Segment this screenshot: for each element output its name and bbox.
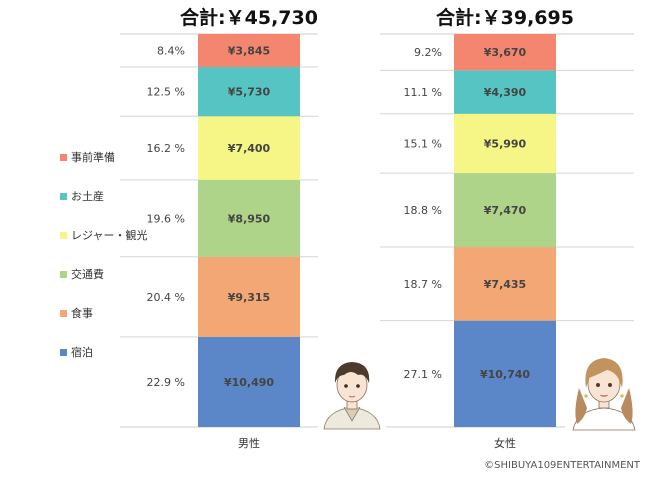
bar-segment	[198, 179, 300, 257]
legend-label: 宿泊	[71, 345, 93, 359]
legend-swatch	[60, 154, 67, 161]
female-character-illustration	[565, 352, 643, 431]
bar-segment	[198, 256, 300, 337]
legend-swatch	[60, 310, 67, 317]
percent-label: 19.6 %	[147, 212, 185, 225]
bar-segment	[454, 113, 556, 174]
legend-label: 交通費	[71, 267, 104, 281]
percent-label: 16.2 %	[147, 142, 185, 155]
percent-label: 20.4 %	[147, 291, 185, 304]
bar-segment	[198, 116, 300, 180]
data-label: ¥7,400	[228, 142, 271, 155]
legend-swatch	[60, 193, 67, 200]
data-label: ¥7,470	[484, 204, 527, 217]
male-character-illustration	[318, 355, 386, 430]
bar-segment	[454, 247, 556, 321]
legend-label: お土産	[71, 190, 104, 203]
percent-label: 15.1 %	[404, 137, 442, 150]
data-label: ¥5,990	[484, 137, 527, 150]
percent-label: 9.2%	[414, 46, 442, 59]
copyright-credit: ©SHIBUYA109ENTERTAINMENT	[484, 460, 641, 471]
bar-segment	[454, 70, 556, 114]
legend-swatch	[60, 349, 67, 356]
bar-segment	[454, 34, 556, 71]
data-label: ¥5,730	[228, 86, 271, 99]
bar-segment	[198, 336, 300, 427]
bar-segment	[454, 173, 556, 248]
percent-label: 11.1 %	[404, 86, 442, 99]
bar-segment	[198, 67, 300, 117]
data-label: ¥10,490	[224, 376, 274, 389]
data-label: ¥9,315	[228, 291, 270, 304]
percent-label: 12.5 %	[147, 86, 185, 99]
percent-label: 8.4%	[157, 45, 185, 58]
legend-swatch	[60, 271, 67, 278]
legend-label: 事前準備	[71, 150, 115, 164]
total-label: 合計:￥39,695	[436, 6, 574, 29]
data-label: ¥8,950	[228, 212, 271, 225]
category-label: 男性	[238, 436, 260, 450]
total-label: 合計:￥45,730	[180, 6, 318, 29]
legend-label: 食事	[71, 306, 93, 320]
legend-label: レジャー・観光	[71, 228, 147, 242]
data-label: ¥7,435	[484, 278, 526, 291]
data-label: ¥3,670	[484, 46, 527, 59]
bar-segment	[454, 320, 556, 427]
category-label: 女性	[494, 436, 516, 450]
percent-label: 18.8 %	[404, 204, 442, 217]
data-label: ¥3,845	[228, 45, 270, 58]
data-label: ¥4,390	[484, 86, 527, 99]
percent-label: 18.7 %	[404, 278, 442, 291]
data-label: ¥10,740	[480, 368, 530, 381]
percent-label: 22.9 %	[147, 376, 185, 389]
legend-swatch	[60, 232, 67, 239]
percent-label: 27.1 %	[404, 368, 442, 381]
bar-segment	[198, 34, 300, 68]
